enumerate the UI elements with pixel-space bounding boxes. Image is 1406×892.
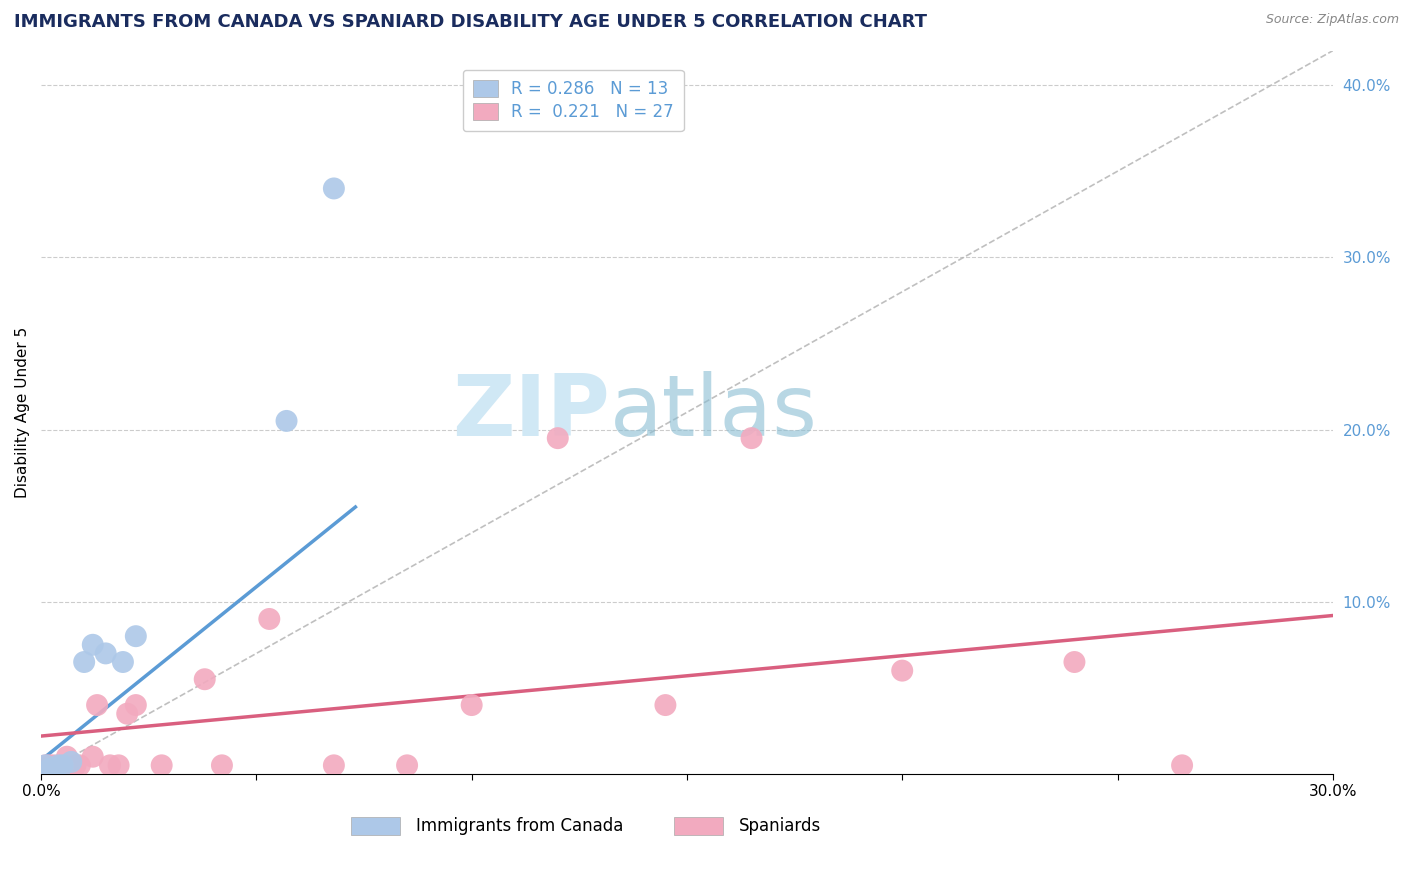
- Point: [98, 758, 121, 772]
- Point: [94, 647, 117, 661]
- Point: [60, 755, 83, 769]
- Point: [1171, 758, 1194, 772]
- Point: [111, 655, 134, 669]
- Point: [891, 664, 914, 678]
- Point: [65, 758, 87, 772]
- Point: [46, 762, 69, 776]
- Point: [150, 758, 173, 772]
- Point: [34, 758, 56, 772]
- Point: [69, 758, 91, 772]
- Point: [46, 758, 69, 772]
- Point: [42, 758, 65, 772]
- Point: [56, 749, 79, 764]
- Point: [34, 758, 56, 772]
- Point: [107, 758, 129, 772]
- Point: [654, 698, 676, 712]
- Point: [38, 758, 60, 772]
- Text: Immigrants from Canada: Immigrants from Canada: [416, 817, 623, 835]
- Point: [1063, 655, 1085, 669]
- Point: [276, 414, 298, 428]
- Text: Spaniards: Spaniards: [738, 817, 821, 835]
- Point: [194, 672, 217, 686]
- Y-axis label: Disability Age Under 5: Disability Age Under 5: [15, 326, 30, 498]
- Point: [125, 629, 148, 643]
- Point: [115, 706, 138, 721]
- Point: [52, 758, 75, 772]
- Text: ZIP: ZIP: [451, 371, 609, 454]
- Point: [42, 762, 65, 776]
- Point: [547, 431, 569, 445]
- Point: [86, 698, 108, 712]
- Point: [741, 431, 763, 445]
- Point: [396, 758, 419, 772]
- Point: [125, 698, 148, 712]
- FancyBboxPatch shape: [352, 817, 401, 836]
- Point: [82, 749, 104, 764]
- Point: [259, 612, 281, 626]
- Point: [322, 758, 344, 772]
- Text: Source: ZipAtlas.com: Source: ZipAtlas.com: [1265, 13, 1399, 27]
- Point: [82, 638, 104, 652]
- Legend: R = 0.286   N = 13, R =  0.221   N = 27: R = 0.286 N = 13, R = 0.221 N = 27: [463, 70, 683, 131]
- Point: [211, 758, 233, 772]
- Point: [73, 655, 96, 669]
- Point: [322, 181, 344, 195]
- Text: atlas: atlas: [609, 371, 817, 454]
- Point: [38, 762, 60, 776]
- Point: [52, 764, 75, 778]
- FancyBboxPatch shape: [673, 817, 723, 836]
- Point: [460, 698, 482, 712]
- Text: IMMIGRANTS FROM CANADA VS SPANIARD DISABILITY AGE UNDER 5 CORRELATION CHART: IMMIGRANTS FROM CANADA VS SPANIARD DISAB…: [14, 13, 927, 31]
